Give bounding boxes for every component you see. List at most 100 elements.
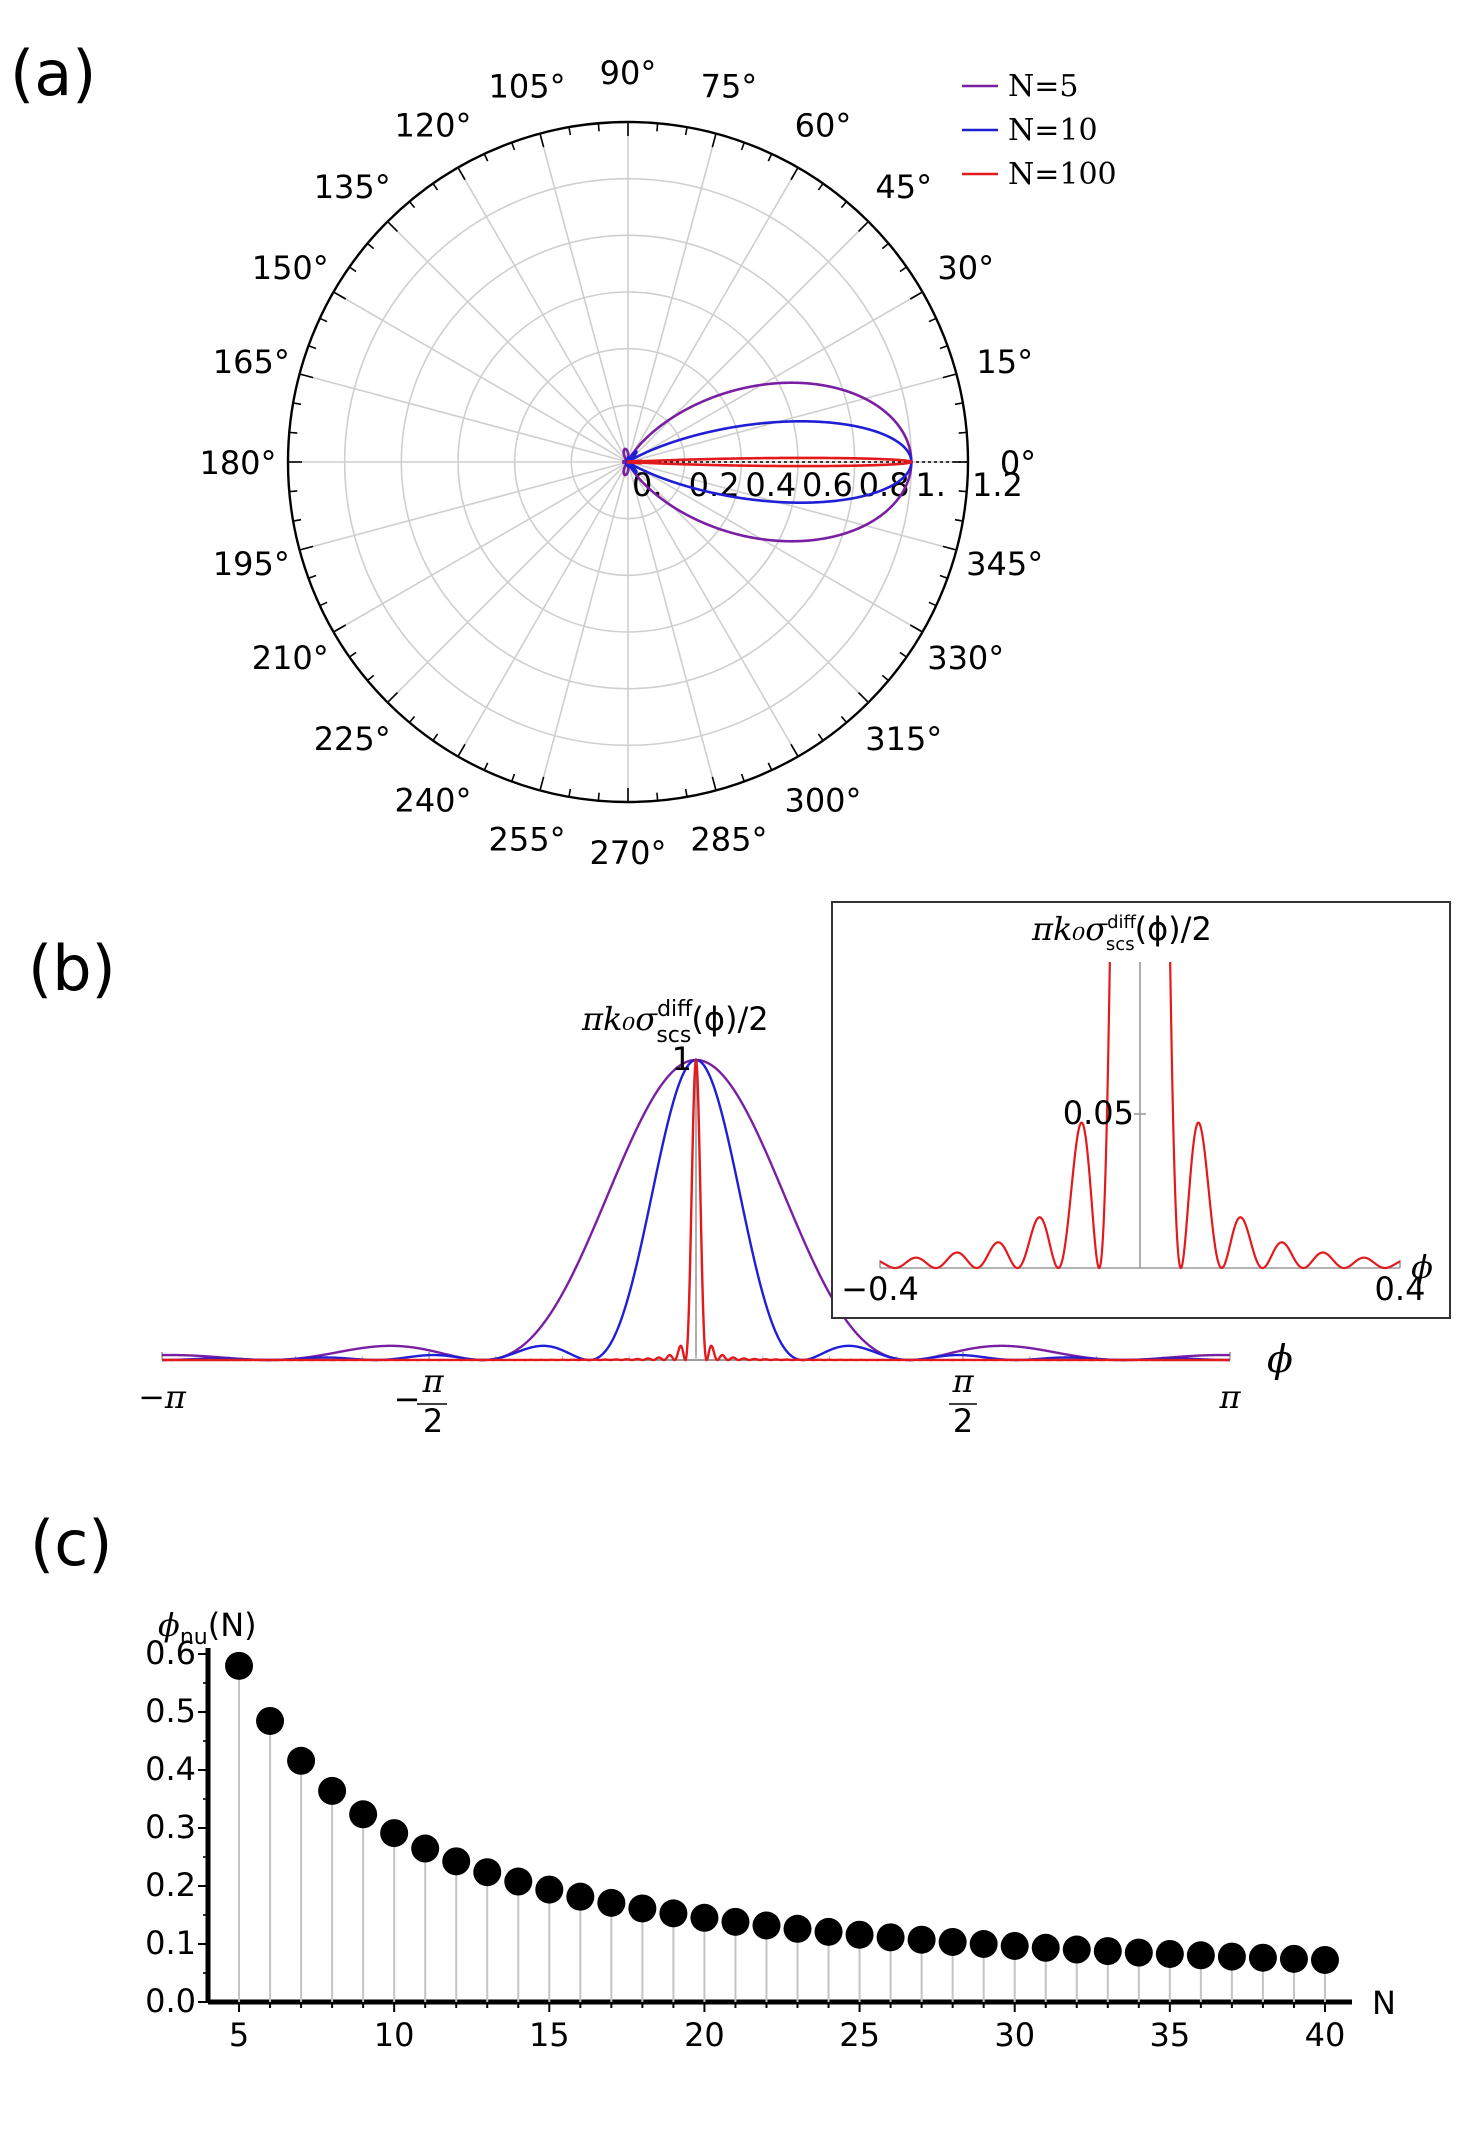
polar-angle-label: 240°	[394, 782, 471, 820]
polar-outer-tick	[899, 266, 907, 273]
polar-outer-tick	[432, 183, 439, 191]
c-point	[349, 1800, 378, 1829]
polar-angle-label: 225°	[314, 720, 391, 758]
c-axes: 5 10 15 20 25 30 35 40 0.0 0.1 0.2 0.3 0.4 0.5 0.6 Nϕnu…	[145, 1606, 1396, 2054]
polar-angle-label: 45°	[875, 168, 932, 206]
inset-x-tick-label: 0.4	[1375, 1270, 1426, 1308]
c-point	[1000, 1931, 1029, 1960]
polar-outer-tick	[408, 715, 416, 723]
inset-frame	[831, 901, 1451, 1319]
b-x-tick-label: −π	[138, 1378, 187, 1416]
b-x-tick-label: 2	[423, 1402, 443, 1440]
c-y-tick-label: 0.3	[145, 1808, 196, 1846]
polar-angle-label: 105°	[489, 67, 566, 105]
inset-chart: −0.4 0.4ϕ 0.05 πk₀σdiff scs(ϕ)/2	[831, 901, 1451, 1319]
polar-grid-spoke	[299, 461, 629, 551]
polar-outer-tick	[656, 123, 659, 132]
c-x-tick-label: 10	[374, 2016, 415, 2054]
c-point	[411, 1834, 440, 1863]
polar-grid-spoke	[539, 461, 629, 791]
c-point	[1279, 1944, 1308, 1973]
polar-angle-label: 0°	[1000, 444, 1036, 482]
c-point	[1248, 1943, 1277, 1972]
b-x-tick-label: −	[394, 1380, 421, 1418]
c-y-tick-label: 0.2	[145, 1866, 196, 1904]
polar-outer-tick	[958, 490, 967, 493]
polar-outer-tick	[857, 691, 869, 703]
polar-angle-label: 165°	[213, 343, 290, 381]
polar-outer-tick	[909, 624, 923, 633]
b-x-tick-label: π	[1218, 1378, 1241, 1416]
polar-radial-label: 0.8	[859, 466, 910, 504]
c-point	[597, 1888, 626, 1917]
polar-outer-tick	[289, 490, 298, 493]
c-x-axis-label: N	[1372, 1984, 1396, 2022]
polar-outer-tick	[457, 743, 466, 757]
polar-outer-tick	[881, 242, 889, 250]
polar-outer-tick	[319, 317, 328, 323]
polar-radial-label: 1.	[915, 466, 946, 504]
polar-angle-label: 135°	[314, 168, 391, 206]
polar-angle-labels: 0° 15° 30° 45° 60° 75° 90° 105° 120°135° 150° 165°…	[199, 54, 1043, 872]
polar-radial-labels: 0. 0.2 0.4 0.6 0.8 1. 1.2	[632, 466, 1023, 504]
c-x-tick-label: 30	[994, 2016, 1035, 2054]
c-point	[566, 1882, 595, 1911]
c-x-tick-label: 25	[839, 2016, 880, 2054]
polar-outer-tick	[333, 291, 347, 300]
c-point	[690, 1903, 719, 1932]
polar-grid-spoke	[333, 461, 629, 633]
polar-outer-tick	[457, 167, 466, 181]
polar-outer-tick	[909, 291, 923, 300]
polar-grid-spoke	[627, 167, 799, 463]
polar-outer-tick	[942, 373, 957, 379]
polar-outer-tick	[711, 776, 717, 791]
polar-outer-tick	[293, 402, 302, 406]
polar-grid-spoke	[333, 291, 629, 463]
c-y-tick-label: 0.6	[145, 1634, 196, 1672]
c-point	[721, 1907, 750, 1936]
polar-angle-label: 285°	[690, 821, 767, 859]
polar-outer-tick	[387, 691, 399, 703]
c-y-tick-label: 0.1	[145, 1924, 196, 1962]
c-x-tick-label: 40	[1305, 2016, 1346, 2054]
polar-radial-label: 0.6	[802, 466, 853, 504]
b-x-tick-label: 2	[953, 1402, 973, 1440]
polar-outer-tick	[299, 373, 314, 379]
polar-outer-tick	[881, 674, 889, 682]
inset-y-tick-label: 0.05	[1063, 1094, 1134, 1132]
polar-grid-spoke	[457, 461, 629, 757]
c-point	[1093, 1937, 1122, 1966]
polar-outer-tick	[817, 733, 824, 741]
c-point	[814, 1917, 843, 1946]
polar-outer-tick	[656, 792, 659, 801]
c-point	[783, 1914, 812, 1943]
c-point	[752, 1911, 781, 1940]
c-points	[225, 1651, 1339, 2002]
b-x-axis-label: ϕ	[1267, 1337, 1293, 1381]
polar-outer-tick	[367, 242, 375, 250]
legend-label: N=10	[1008, 113, 1098, 148]
polar-outer-tick	[954, 402, 963, 406]
polar-outer-tick	[333, 624, 347, 633]
c-y-axis-label: ϕnu(N)	[158, 1606, 257, 1650]
polar-angle-label: 75°	[701, 67, 758, 105]
b-y-axis-label: πk₀σdiff scs(ϕ)/2	[581, 997, 769, 1048]
c-point	[907, 1925, 936, 1954]
c-point	[1062, 1935, 1091, 1964]
polar-outer-tick	[568, 127, 572, 136]
inset-x-tick-label: −0.4	[841, 1270, 919, 1308]
polar-radial-label: 0.2	[689, 466, 740, 504]
polar-outer-tick	[740, 773, 746, 782]
c-point	[380, 1819, 409, 1848]
polar-angle-label: 315°	[865, 720, 942, 758]
c-point	[287, 1746, 316, 1775]
c-point	[473, 1858, 502, 1887]
polar-grid-spoke	[387, 221, 629, 463]
panel-label-c: (c)	[30, 1507, 112, 1580]
polar-angle-label: 345°	[966, 545, 1043, 583]
c-point	[659, 1899, 688, 1928]
c-point	[969, 1930, 998, 1958]
polar-outer-tick	[367, 674, 375, 682]
